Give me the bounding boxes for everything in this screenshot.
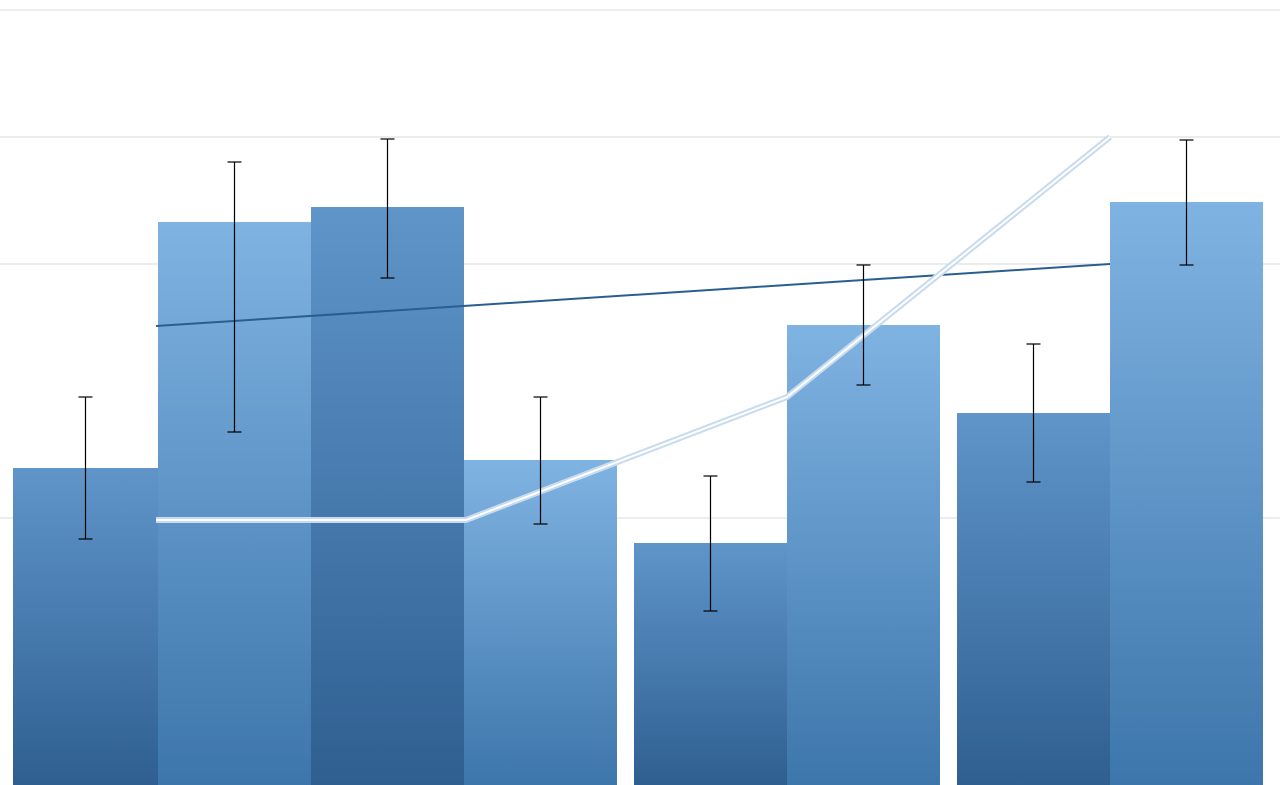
bar-series-a (311, 207, 464, 785)
combo-chart (0, 0, 1280, 785)
chart-svg (0, 0, 1280, 785)
bar-series-b (1110, 202, 1263, 785)
bar-series-b (787, 325, 940, 785)
